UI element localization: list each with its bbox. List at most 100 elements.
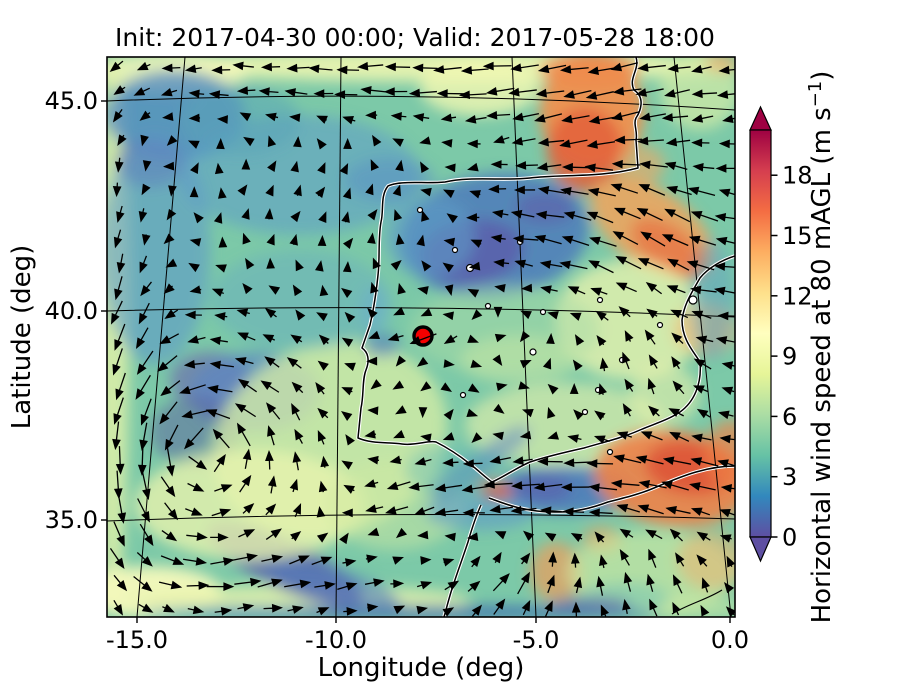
wind-arrow [341,508,353,518]
wind-arrows [109,60,735,617]
wind-arrow [548,551,557,567]
wind-arrow [386,481,411,491]
x-axis-ticks: -15.0 -10.0 -5.0 0.0 [106,617,749,654]
wind-arrow [444,284,454,297]
wind-arrow [395,233,405,245]
wind-arrow [667,258,690,271]
wind-arrow [114,276,123,301]
colorbar-tick-label: 15 [782,222,813,250]
wind-arrow [446,213,458,224]
wind-arrow [258,87,279,96]
wind-arrow [420,187,432,197]
wind-arrow [113,85,126,95]
wind-arrow [467,162,479,172]
wind-arrow [343,484,356,494]
wind-arrow [535,210,565,220]
wind-arrow [563,458,592,468]
wind-arrow [186,532,208,541]
wind-arrow [645,281,663,295]
wind-arrow [645,529,663,540]
wind-arrow [316,115,328,124]
colorbar-bar [749,129,772,538]
wind-arrow [542,357,552,370]
wind-arrow [316,506,326,518]
wind-arrow [599,554,608,569]
wind-arrow [585,91,614,100]
wind-arrow [466,139,481,149]
wind-speed-blob [460,335,580,385]
wind-arrow [690,285,717,295]
wind-arrow [587,187,616,197]
wind-arrow [691,138,710,148]
wind-arrow [559,260,588,270]
wind-arrow [342,187,352,200]
wind-arrow [372,257,381,270]
wind-arrow [569,312,582,321]
wind-arrow [646,308,658,319]
wind-arrow [284,579,312,589]
wind-arrow [573,409,584,421]
wind-arrow [238,529,256,538]
y-tick-label: 35.0 [45,506,98,534]
wind-arrow [293,136,302,148]
wind-arrow [286,63,310,73]
wind-arrow [693,385,709,394]
wind-arrow [719,434,735,444]
wind-arrow [561,235,590,247]
wind-arrow [563,90,592,99]
wind-arrow [521,283,533,293]
wind-arrow [513,185,536,195]
wind-arrow [667,63,691,73]
wind-arrow [467,288,480,298]
wind-arrow [267,135,277,148]
wind-arrow [692,162,715,172]
wind-arrow [671,356,681,370]
wind-arrow [342,558,357,567]
wind-arrow [668,408,684,417]
wind-arrow [188,89,205,99]
wind-arrow [214,484,233,493]
wind-arrow [164,309,179,319]
y-tick-label: 45.0 [45,87,98,115]
colorbar-label-main: Horizontal wind speed at 80 mAGL (m s [807,107,837,623]
wind-arrow [483,480,513,489]
wind-arrow [468,261,481,271]
wind-arrow [637,504,664,515]
wind-arrow [236,308,250,318]
wind-arrow [216,115,228,124]
wind-arrow [211,288,225,297]
wind-arrow [672,574,683,594]
wind-arrow [392,556,404,565]
wind-speed-blob [547,108,623,192]
wind-arrow [387,332,404,342]
wind-arrow [489,504,513,514]
wind-arrow [137,447,147,476]
wind-arrow [372,134,382,147]
lake-contour [459,391,467,399]
wind-arrow [537,64,567,74]
wind-arrow [494,531,507,540]
wind-arrow [467,383,480,393]
wind-arrow [190,162,199,174]
wind-arrow [284,88,308,97]
wind-arrow [187,335,206,344]
wind-arrow [613,454,642,464]
lat-45-line [107,95,735,111]
wind-arrow [137,498,150,523]
wind-arrow [345,434,355,446]
wind-arrow [419,136,431,145]
wind-arrow [311,556,333,566]
wind-arrow [715,336,735,345]
wind-arrow [588,508,613,518]
wind-arrow [112,182,122,198]
wind-arrow [266,257,275,269]
wind-arrow [185,507,203,516]
wind-arrow [138,208,148,223]
wind-arrow [462,508,485,518]
wind-arrow [511,136,536,146]
wind-arrow [594,531,605,543]
wind-arrow [588,483,618,493]
wind-arrow [442,262,454,273]
wind-arrow [186,581,210,590]
wind-arrow [492,573,510,592]
